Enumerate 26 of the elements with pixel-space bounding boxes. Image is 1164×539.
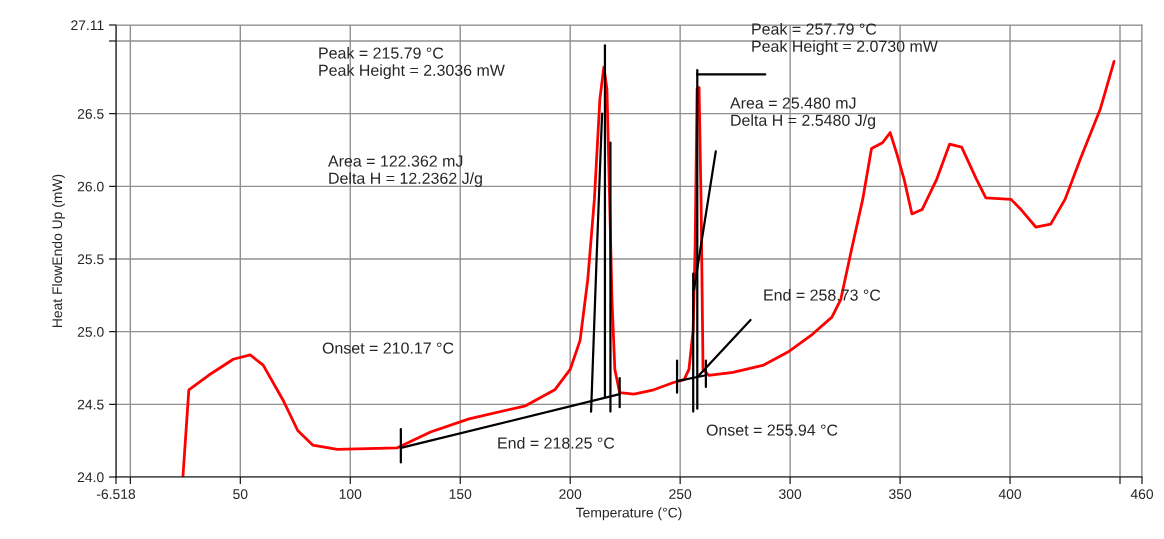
y-tick-label: 26.0 xyxy=(77,181,104,192)
annotation: End = 218.25 °C xyxy=(498,437,615,449)
x-axis-title: Temperature (°C) xyxy=(575,507,682,521)
y-tick-label: 25.5 xyxy=(77,254,104,265)
annotation: Onset = 255.94 °C xyxy=(706,424,838,436)
x-tick-label: 350 xyxy=(889,489,912,500)
x-tick-label: 250 xyxy=(669,489,692,500)
y-axis-title: Heat FlowEndo Up (mW) xyxy=(51,174,65,328)
annotation: Peak = 257.79 °C Peak Height = 2.0730 mW xyxy=(752,23,938,56)
y-tick-label: 26.5 xyxy=(77,108,104,119)
x-tick-label: 300 xyxy=(779,489,802,500)
annotation: Area = 25.480 mJ Delta H = 2.5480 J/g xyxy=(730,97,876,130)
x-tick-label: -6.518 xyxy=(96,489,136,500)
y-tick-label: 24.0 xyxy=(77,472,104,483)
x-tick-label: 150 xyxy=(449,489,472,500)
x-tick-label: 200 xyxy=(559,489,582,500)
y-tick-label: 27.11 xyxy=(71,20,104,31)
annotation: Peak = 215.79 °C Peak Height = 2.3036 mW xyxy=(319,47,505,80)
x-tick-label: 100 xyxy=(339,489,362,500)
annotation: Area = 122.362 mJ Delta H = 12.2362 J/g xyxy=(328,155,482,188)
annotation: Onset = 210.17 °C xyxy=(322,342,454,354)
y-tick-label: 25.0 xyxy=(77,327,104,337)
x-tick-label: 50 xyxy=(233,489,248,500)
x-tick-label: 460 xyxy=(1130,489,1154,500)
x-tick-label: 400 xyxy=(998,489,1022,500)
y-tick-label: 24.5 xyxy=(77,399,104,410)
